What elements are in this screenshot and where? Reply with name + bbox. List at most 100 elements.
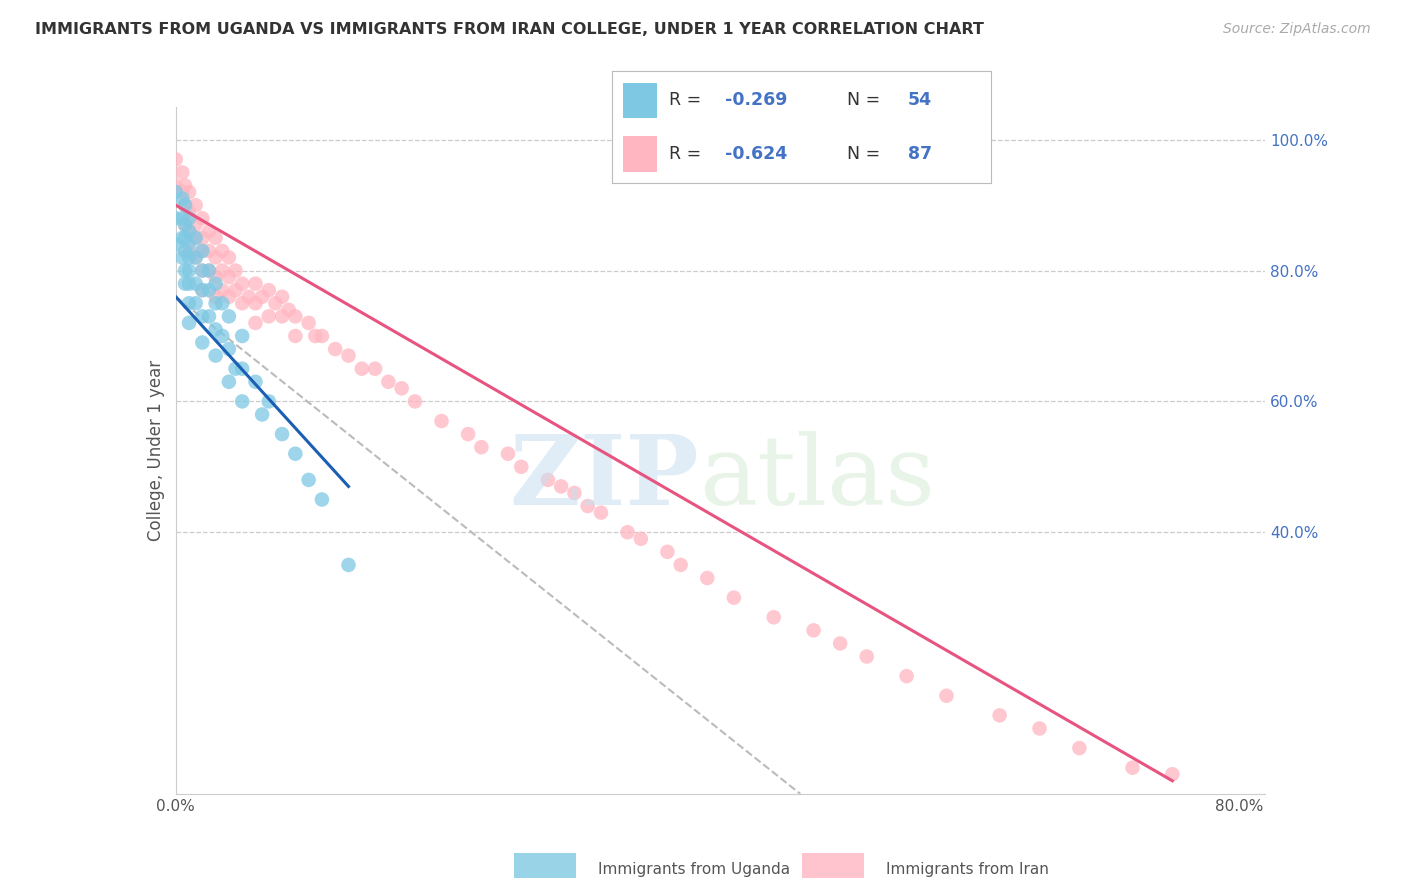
- Point: [184, 277, 207, 291]
- Point: [174, 198, 197, 212]
- Point: [510, 459, 533, 474]
- Point: [284, 447, 307, 461]
- Point: [896, 669, 918, 683]
- Point: [723, 591, 745, 605]
- Point: [172, 192, 194, 206]
- Point: [657, 545, 679, 559]
- Y-axis label: College, Under 1 year: College, Under 1 year: [146, 359, 165, 541]
- Bar: [623, 136, 657, 171]
- Point: [198, 263, 221, 277]
- Point: [177, 296, 200, 310]
- Bar: [623, 83, 657, 119]
- Point: [250, 290, 273, 304]
- Point: [174, 231, 197, 245]
- Text: ZIP: ZIP: [509, 431, 699, 524]
- Point: [191, 310, 214, 324]
- Point: [184, 296, 207, 310]
- Point: [174, 244, 197, 258]
- Point: [257, 283, 280, 297]
- Point: [250, 408, 273, 422]
- Point: [762, 610, 785, 624]
- Point: [284, 310, 307, 324]
- Point: [184, 198, 207, 212]
- Point: [211, 283, 233, 297]
- Point: [988, 708, 1011, 723]
- Text: IMMIGRANTS FROM UGANDA VS IMMIGRANTS FROM IRAN COLLEGE, UNDER 1 YEAR CORRELATION: IMMIGRANTS FROM UGANDA VS IMMIGRANTS FRO…: [35, 22, 984, 37]
- Point: [172, 231, 194, 245]
- Point: [184, 231, 207, 245]
- Point: [245, 277, 267, 291]
- Point: [311, 329, 333, 343]
- Text: N =: N =: [846, 91, 886, 110]
- Point: [337, 349, 360, 363]
- Text: R =: R =: [669, 91, 706, 110]
- Point: [218, 342, 240, 356]
- Point: [211, 329, 233, 343]
- Text: Source: ZipAtlas.com: Source: ZipAtlas.com: [1223, 22, 1371, 37]
- Point: [218, 310, 240, 324]
- Point: [211, 263, 233, 277]
- Point: [803, 624, 825, 638]
- Text: -0.624: -0.624: [725, 145, 787, 163]
- Point: [184, 251, 207, 265]
- Point: [177, 251, 200, 265]
- Point: [191, 263, 214, 277]
- Point: [298, 473, 321, 487]
- Point: [404, 394, 426, 409]
- Point: [457, 427, 479, 442]
- Point: [935, 689, 957, 703]
- Point: [377, 375, 399, 389]
- Text: Immigrants from Iran: Immigrants from Iran: [886, 863, 1049, 877]
- Point: [177, 204, 200, 219]
- Point: [696, 571, 718, 585]
- Point: [191, 244, 214, 258]
- Point: [238, 290, 260, 304]
- Point: [204, 296, 226, 310]
- Point: [204, 349, 226, 363]
- Point: [191, 335, 214, 350]
- Point: [589, 506, 612, 520]
- Point: [364, 361, 387, 376]
- Point: [172, 165, 194, 179]
- Point: [172, 251, 194, 265]
- Text: R =: R =: [669, 145, 706, 163]
- Bar: [801, 853, 863, 878]
- Point: [177, 185, 200, 199]
- Point: [277, 302, 299, 317]
- Point: [165, 153, 187, 167]
- Point: [231, 394, 253, 409]
- Point: [204, 290, 226, 304]
- Point: [191, 283, 214, 297]
- Point: [311, 492, 333, 507]
- Point: [231, 277, 253, 291]
- Point: [271, 290, 294, 304]
- Point: [165, 237, 187, 252]
- Point: [172, 211, 194, 226]
- Point: [211, 296, 233, 310]
- Point: [257, 394, 280, 409]
- Point: [855, 649, 877, 664]
- Point: [174, 218, 197, 232]
- Point: [537, 473, 560, 487]
- Point: [337, 558, 360, 572]
- Point: [191, 211, 214, 226]
- Point: [271, 310, 294, 324]
- Text: 87: 87: [908, 145, 932, 163]
- Text: 54: 54: [908, 91, 932, 110]
- Point: [198, 310, 221, 324]
- Point: [204, 270, 226, 285]
- Point: [669, 558, 692, 572]
- Point: [191, 244, 214, 258]
- Point: [177, 224, 200, 238]
- Point: [630, 532, 652, 546]
- Point: [198, 283, 221, 297]
- Point: [218, 270, 240, 285]
- Point: [323, 342, 346, 356]
- Point: [184, 218, 207, 232]
- Point: [198, 224, 221, 238]
- Point: [198, 263, 221, 277]
- Point: [304, 329, 326, 343]
- Point: [496, 447, 519, 461]
- Bar: [515, 853, 576, 878]
- Point: [218, 290, 240, 304]
